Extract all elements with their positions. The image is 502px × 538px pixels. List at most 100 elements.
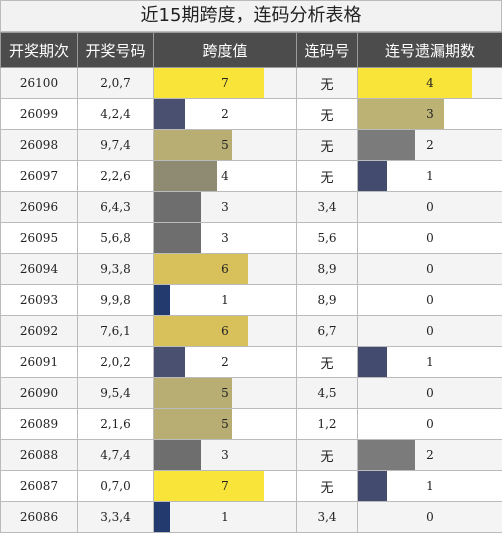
table-row: 26088 4,7,4 3 无 2 [0,439,502,471]
span-value: 6 [221,324,229,338]
numbers-cell: 9,3,8 [77,253,154,285]
table-title: 近15期跨度，连码分析表格 [0,0,502,32]
table-row: 26094 9,3,8 6 8,9 0 [0,253,502,285]
span-bar [154,378,232,408]
numbers-cell: 2,2,6 [77,160,154,192]
numbers-cell: 9,9,8 [77,284,154,316]
numbers-cell: 4,7,4 [77,439,154,471]
span-cell: 4 [153,160,297,192]
consecutive-cell: 无 [296,470,358,502]
miss-cell: 0 [357,501,502,533]
numbers-cell: 5,6,8 [77,222,154,254]
miss-bar [358,99,444,129]
consecutive-cell: 无 [296,439,358,471]
miss-cell: 0 [357,191,502,223]
issue-cell: 26094 [0,253,78,285]
miss-cell: 0 [357,408,502,440]
span-value: 7 [221,479,229,493]
miss-value: 3 [426,107,434,121]
consecutive-cell: 无 [296,129,358,161]
span-cell: 1 [153,501,297,533]
span-bar [154,502,170,532]
miss-value: 0 [426,293,434,307]
span-cell: 1 [153,284,297,316]
span-bar [154,223,201,253]
span-bar [154,68,264,98]
span-value: 1 [221,293,229,307]
miss-value: 1 [426,169,434,183]
span-value: 5 [221,386,229,400]
issue-cell: 26088 [0,439,78,471]
table-row: 26095 5,6,8 3 5,6 0 [0,222,502,254]
miss-cell: 2 [357,129,502,161]
miss-value: 0 [426,417,434,431]
span-cell: 3 [153,191,297,223]
table-row: 26100 2,0,7 7 无 4 [0,67,502,99]
header-miss: 连号遗漏期数 [357,32,502,68]
table-row: 26090 9,5,4 5 4,5 0 [0,377,502,409]
issue-cell: 26095 [0,222,78,254]
span-value: 2 [221,107,229,121]
miss-cell: 0 [357,253,502,285]
table-row: 26096 6,4,3 3 3,4 0 [0,191,502,223]
table-row: 26099 4,2,4 2 无 3 [0,98,502,130]
miss-cell: 1 [357,346,502,378]
span-bar [154,99,185,129]
miss-value: 0 [426,386,434,400]
consecutive-cell: 6,7 [296,315,358,347]
span-cell: 7 [153,67,297,99]
span-value: 3 [221,200,229,214]
miss-cell: 0 [357,222,502,254]
miss-cell: 0 [357,315,502,347]
span-value: 4 [221,169,229,183]
span-value: 1 [221,510,229,524]
span-bar [154,347,185,377]
miss-cell: 0 [357,377,502,409]
miss-bar [358,440,415,470]
miss-bar [358,347,387,377]
span-value: 3 [221,448,229,462]
issue-cell: 26096 [0,191,78,223]
miss-cell: 4 [357,67,502,99]
issue-cell: 26100 [0,67,78,99]
numbers-cell: 4,2,4 [77,98,154,130]
consecutive-cell: 5,6 [296,222,358,254]
issue-cell: 26090 [0,377,78,409]
miss-cell: 1 [357,160,502,192]
numbers-cell: 7,6,1 [77,315,154,347]
miss-value: 1 [426,355,434,369]
span-value: 5 [221,138,229,152]
miss-cell: 0 [357,284,502,316]
span-cell: 3 [153,439,297,471]
table-row: 26092 7,6,1 6 6,7 0 [0,315,502,347]
header-row: 开奖期次 开奖号码 跨度值 连码号 连号遗漏期数 [0,32,502,68]
table-row: 26091 2,0,2 2 无 1 [0,346,502,378]
span-bar [154,130,232,160]
numbers-cell: 2,1,6 [77,408,154,440]
table-row: 26093 9,9,8 1 8,9 0 [0,284,502,316]
issue-cell: 26093 [0,284,78,316]
miss-bar [358,68,472,98]
consecutive-cell: 3,4 [296,501,358,533]
span-cell: 5 [153,408,297,440]
span-cell: 2 [153,98,297,130]
miss-value: 0 [426,510,434,524]
issue-cell: 26087 [0,470,78,502]
miss-value: 0 [426,231,434,245]
issue-cell: 26097 [0,160,78,192]
span-cell: 3 [153,222,297,254]
span-bar [154,254,248,284]
span-value: 2 [221,355,229,369]
consecutive-cell: 无 [296,98,358,130]
span-value: 5 [221,417,229,431]
miss-value: 0 [426,262,434,276]
table-row: 26086 3,3,4 1 3,4 0 [0,501,502,533]
issue-cell: 26092 [0,315,78,347]
numbers-cell: 9,7,4 [77,129,154,161]
table-body: 26100 2,0,7 7 无 4 26099 4,2,4 2 无 3 26098 9,7,4 5 无 2 2… [0,67,502,533]
issue-cell: 26099 [0,98,78,130]
consecutive-cell: 8,9 [296,284,358,316]
span-cell: 6 [153,253,297,285]
consecutive-cell: 4,5 [296,377,358,409]
analysis-table: 开奖期次 开奖号码 跨度值 连码号 连号遗漏期数 26100 2,0,7 7 无 4 26… [0,32,502,533]
